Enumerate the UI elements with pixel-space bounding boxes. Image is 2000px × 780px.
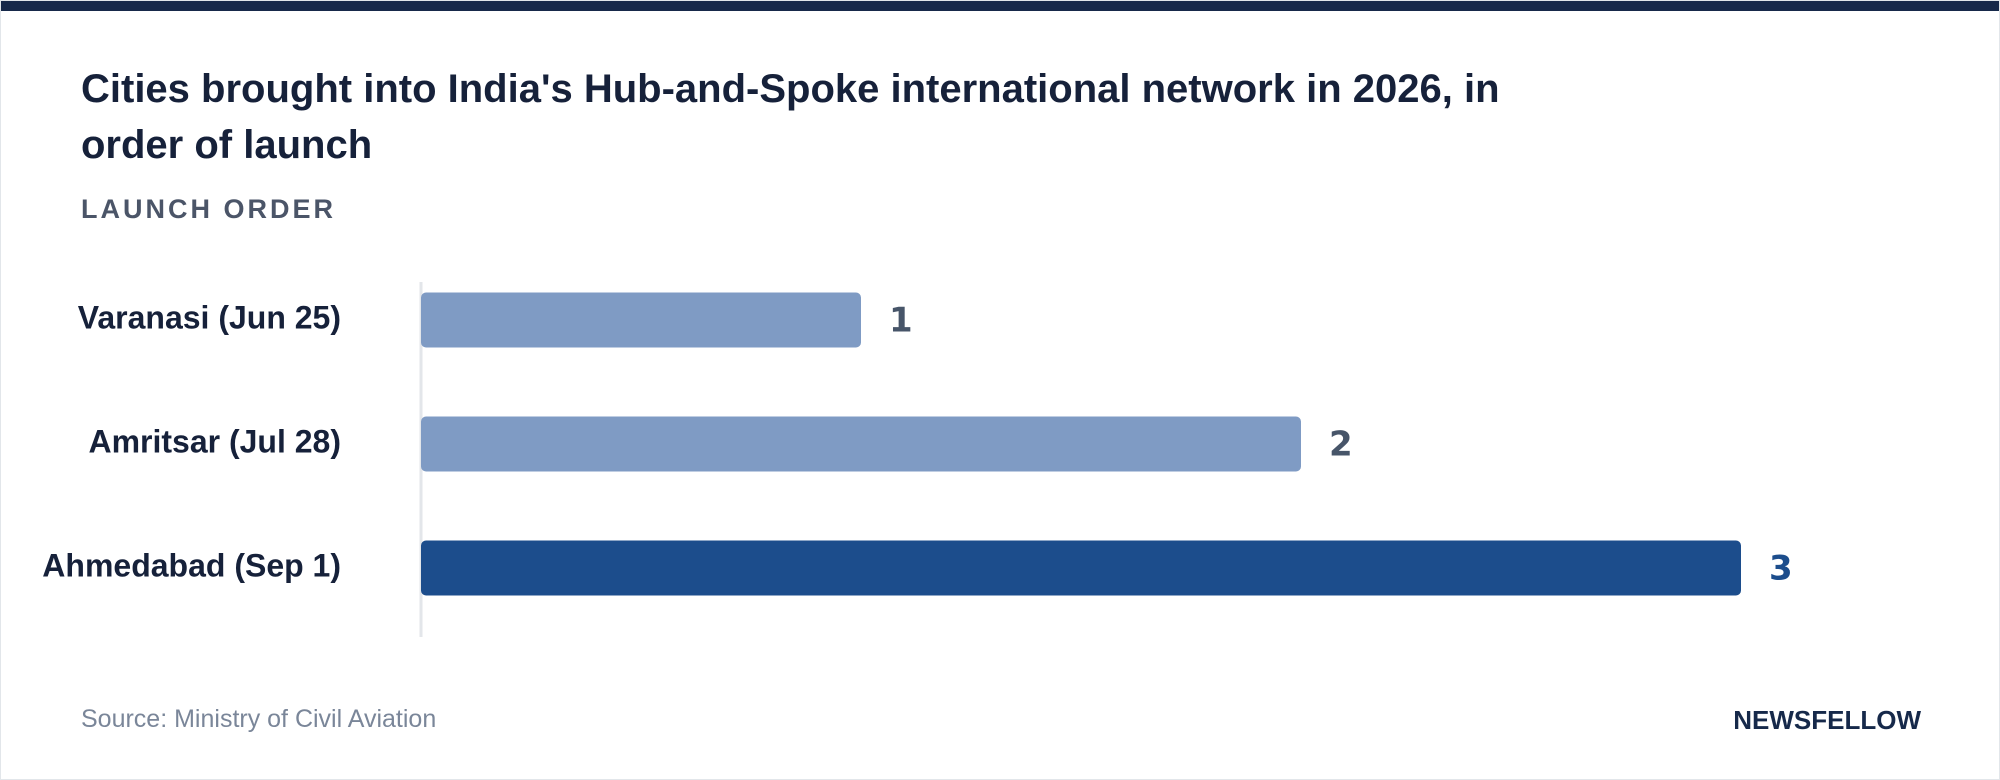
top-bar — [1, 1, 1999, 11]
chart-title: Cities brought into India's Hub-and-Spok… — [81, 67, 1500, 167]
value-label: 1 — [889, 301, 913, 341]
source-note: Source: Ministry of Civil Aviation — [81, 705, 437, 733]
bar — [421, 540, 1741, 596]
bar — [421, 292, 861, 348]
bar — [421, 416, 1301, 472]
chart: Varanasi (Jun 25) 1 Amritsar (Jul 28) 2 Ahme… — [42, 282, 1793, 637]
category-label: Ahmedabad (Sep 1) — [42, 547, 341, 583]
chart-subtitle: LAUNCH ORDER — [81, 194, 336, 224]
brand: NEWSFELLOW — [1733, 705, 1921, 735]
category-label: Amritsar (Jul 28) — [88, 423, 341, 459]
category-label: Varanasi (Jun 25) — [78, 299, 341, 335]
value-label: 2 — [1329, 425, 1353, 465]
value-label: 3 — [1769, 549, 1793, 589]
